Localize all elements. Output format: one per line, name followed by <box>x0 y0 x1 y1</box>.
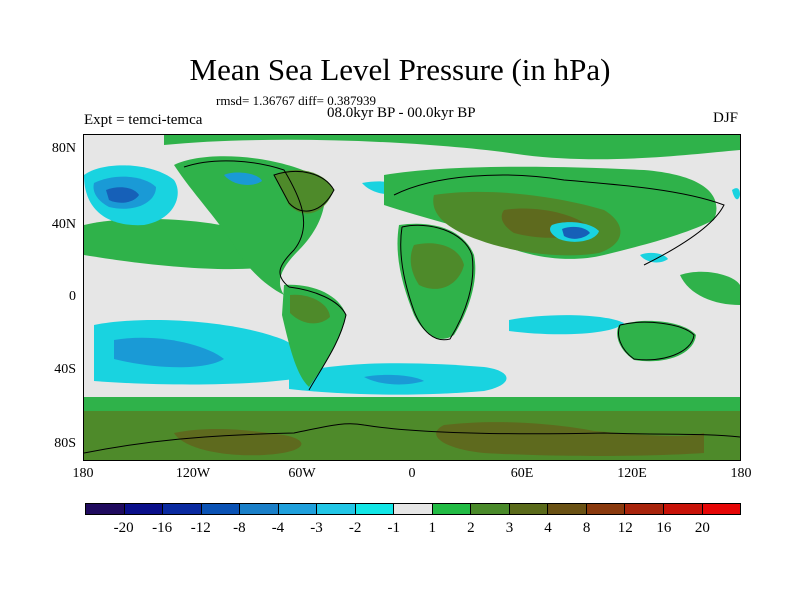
colorbar-label: -12 <box>190 520 211 536</box>
period-label: 08.0kyr BP - 00.0kyr BP <box>327 105 476 121</box>
colorbar-swatch <box>278 504 318 514</box>
lon-tick-60w: 60W <box>288 466 316 481</box>
antarctica-brown-patches <box>174 422 704 456</box>
colorbar-label: 4 <box>544 520 552 536</box>
chart-title: Mean Sea Level Pressure (in hPa) <box>189 52 611 87</box>
colorbar-swatch <box>702 504 741 514</box>
south-pacific-blue-anomaly <box>114 337 224 368</box>
colorbar-label: -1 <box>387 520 400 536</box>
south-atlantic-blue-anomaly <box>364 374 424 385</box>
colorbar-swatch <box>663 504 703 514</box>
colorbar-label: -20 <box>113 520 134 536</box>
lon-tick-180-east: 180 <box>730 466 752 481</box>
antarctica-landmass <box>84 423 740 454</box>
lat-tick-0: 0 <box>69 289 76 304</box>
tibet-dark-blue-anomaly <box>562 226 590 239</box>
lon-tick-60e: 60E <box>510 466 534 481</box>
indian-ocean-cyan-anomaly <box>509 315 624 335</box>
rmsd-diff-stats: rmsd= 1.36767 diff= 0.387939 <box>216 93 376 108</box>
arctic-green-band <box>164 135 740 160</box>
colorbar-swatch <box>432 504 472 514</box>
colorbar-swatch <box>201 504 241 514</box>
lon-tick-120w: 120W <box>175 466 211 481</box>
lon-tick-120e: 120E <box>617 466 647 481</box>
pressure-anomaly-map <box>84 135 740 460</box>
colorbar-swatch <box>394 504 433 514</box>
lat-tick-40n: 40N <box>51 217 76 232</box>
south-america-olive-anomaly <box>290 294 330 324</box>
colorbar-label: -2 <box>348 520 362 536</box>
west-pacific-cyan-anomaly <box>640 252 668 263</box>
coastlines <box>183 160 725 391</box>
colorbar-label: 8 <box>582 520 591 536</box>
colorbar-swatch <box>124 504 164 514</box>
colorbar-swatch <box>548 504 587 514</box>
aleutian-dark-blue-anomaly <box>106 187 139 203</box>
africa-olive-anomaly <box>410 243 464 289</box>
colorbar-label: 20 <box>694 520 710 536</box>
colorbar-swatch <box>317 504 356 514</box>
colorbar-swatch <box>625 504 664 514</box>
colorbar-swatch <box>355 504 395 514</box>
colorbar-swatch <box>586 504 626 514</box>
hudson-blue-anomaly <box>224 172 262 185</box>
colorbar-label: -8 <box>233 520 246 536</box>
colorbar-label: 3 <box>505 520 514 536</box>
colorbar-label: -3 <box>310 520 323 536</box>
east-pacific-green-anomaly <box>680 271 740 305</box>
colorbar-swatch <box>86 504 125 514</box>
colorbar-swatch <box>240 504 279 514</box>
lon-tick-180-west: 180 <box>72 466 94 481</box>
lon-tick-0: 0 <box>408 466 416 481</box>
colorbar-label: 1 <box>428 520 437 536</box>
colorbar-label: -4 <box>271 520 285 536</box>
australia-green-anomaly <box>617 320 696 362</box>
colorbar-swatch <box>509 504 549 514</box>
colorbar-label: 12 <box>617 520 633 536</box>
lat-tick-80s: 80S <box>54 436 76 451</box>
experiment-label: Expt = temci-temca <box>84 112 203 128</box>
colorbar-swatch <box>163 504 202 514</box>
colorbar-label: 16 <box>656 520 672 536</box>
lat-tick-40s: 40S <box>54 362 76 377</box>
colorbar-swatch <box>471 504 510 514</box>
colorbar-label: -16 <box>152 520 173 536</box>
map-plot-area <box>83 134 741 461</box>
lat-tick-80n: 80N <box>51 141 76 156</box>
colorbar <box>85 503 741 515</box>
colorbar-label: 2 <box>467 520 475 536</box>
southern-ocean-green-band <box>84 397 740 411</box>
season-label: DJF <box>713 110 739 126</box>
eastern-cyan-anomaly <box>732 188 740 200</box>
